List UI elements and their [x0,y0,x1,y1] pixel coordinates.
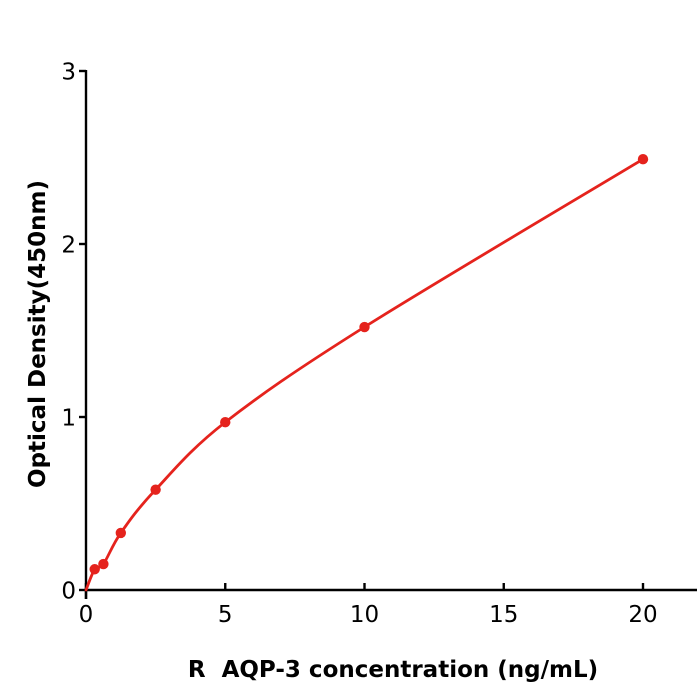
data-point [637,154,649,165]
x-tick-label: 15 [489,602,518,628]
series-group [84,154,649,592]
y-tick-label: 0 [61,579,76,605]
data-point [89,564,100,575]
standard-curve-line [84,157,645,592]
y-tick-label: 3 [61,60,76,86]
y-axis-title: Optical Density(450nm) [25,180,51,488]
y-tick-label: 2 [61,233,76,259]
data-point [150,484,161,495]
data-point [98,558,109,570]
axes-group: 0 5 10 15 20 0 1 2 3 [61,60,697,628]
x-tick-label: 10 [350,602,379,628]
data-point [359,321,370,333]
y-tick-label: 1 [61,406,76,432]
x-tick-label: 5 [218,602,233,628]
x-axis-title: R AQP-3 concentration (ng/mL) [188,657,598,683]
data-point [115,527,127,539]
x-tick-label: 0 [79,602,94,628]
x-tick-label: 20 [628,602,657,628]
data-point [220,416,231,428]
